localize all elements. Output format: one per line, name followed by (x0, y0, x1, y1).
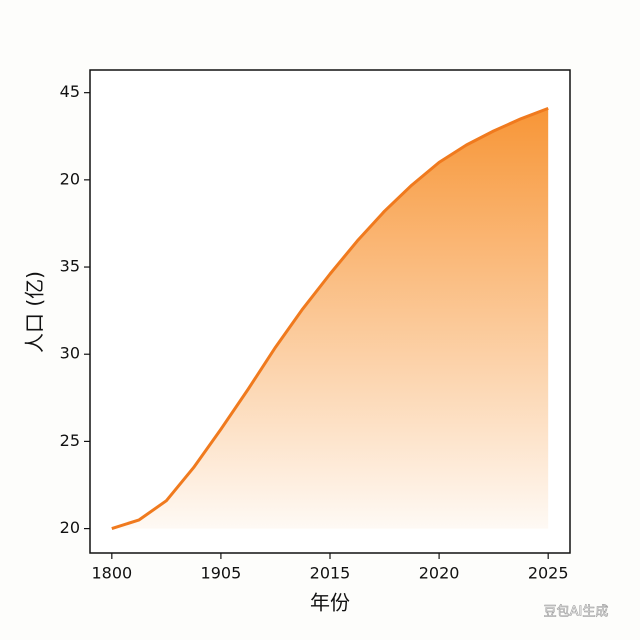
x-tick-label: 2015 (310, 564, 351, 583)
line (111, 106, 549, 531)
watermark: 豆包AI生成 (544, 605, 609, 620)
y-tick-label: 30 (60, 344, 80, 363)
x-axis-label: 年份 (310, 591, 350, 615)
y-tick-label: 20 (60, 518, 80, 537)
x-tick-label: 2020 (419, 564, 460, 583)
area-fill (111, 108, 549, 529)
x-tick-label: 1800 (91, 564, 132, 583)
y-tick-label: 35 (60, 257, 80, 276)
y-tick-label: 45 (60, 82, 80, 101)
y-tick-label: 20 (60, 169, 80, 188)
y-axis-label: 人口 (亿) (23, 271, 47, 353)
x-tick-label: 1905 (201, 564, 242, 583)
y-tick-label: 25 (60, 431, 80, 450)
x-tick-label: 2025 (528, 564, 569, 583)
